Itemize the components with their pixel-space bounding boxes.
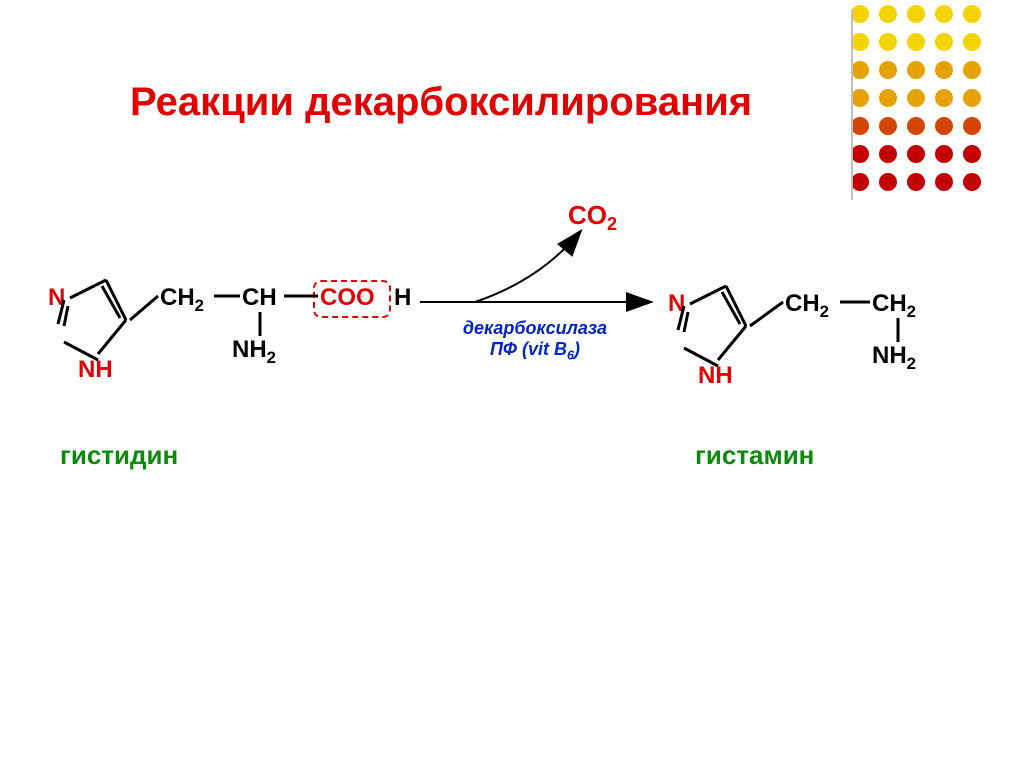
reaction-svg	[0, 0, 1024, 767]
